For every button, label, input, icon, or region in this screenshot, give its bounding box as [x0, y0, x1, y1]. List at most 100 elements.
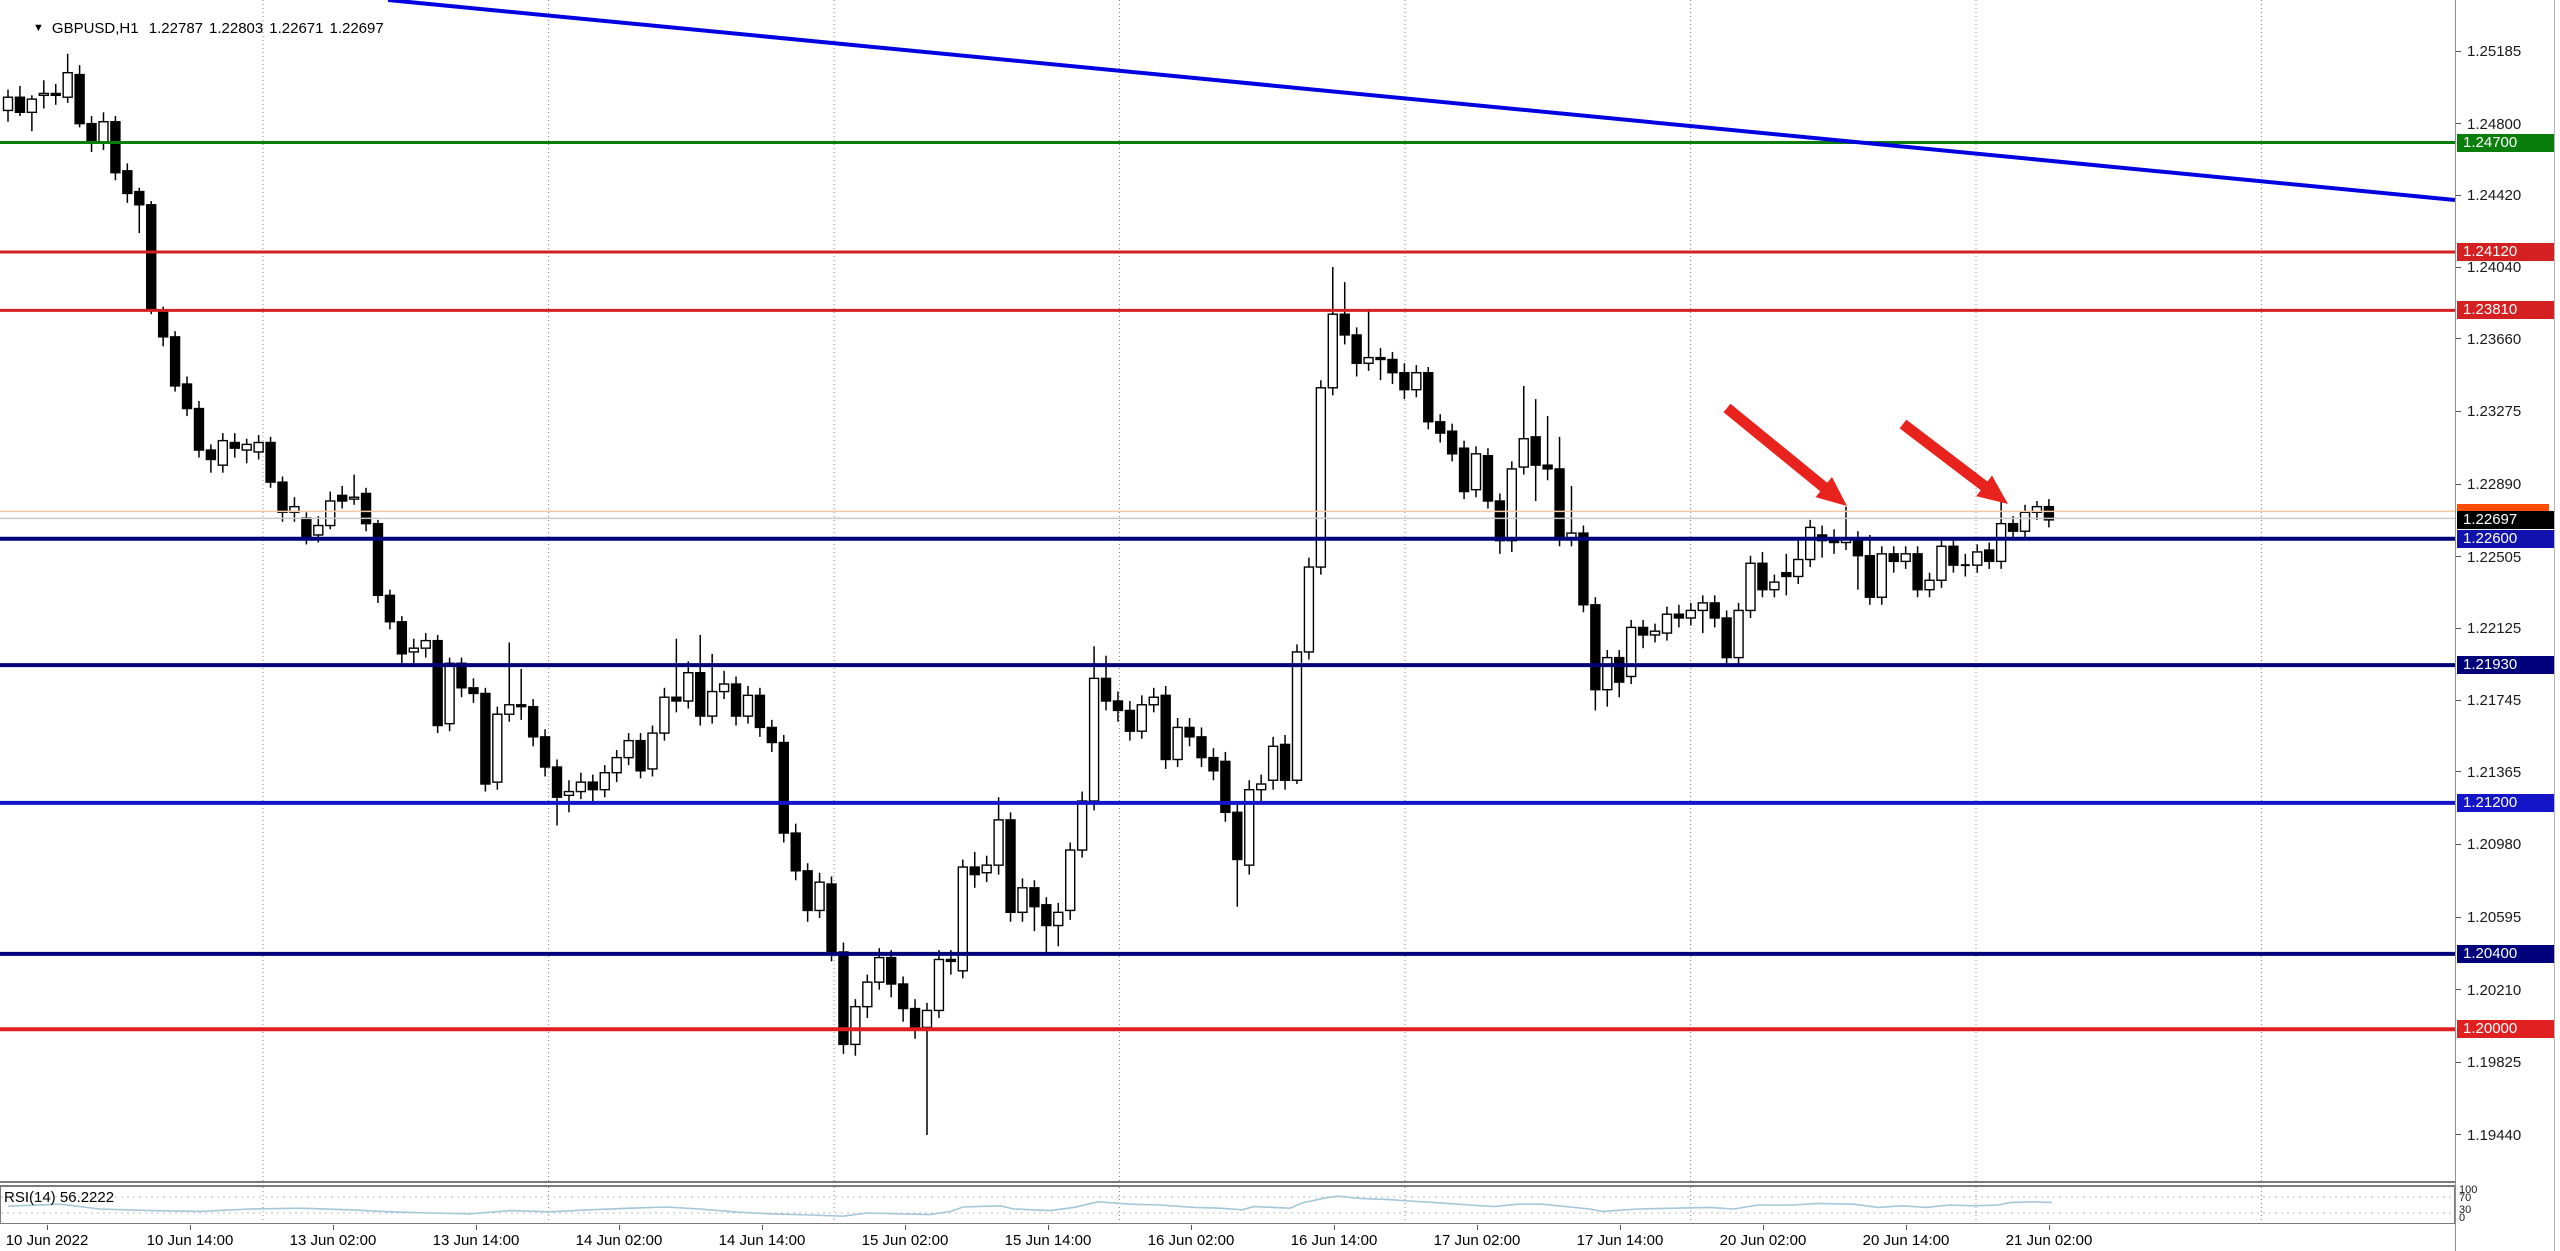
price-level-badge: 1.20400: [2457, 944, 2555, 963]
candle-body: [1578, 532, 1589, 606]
price-tick-label: 1.22125: [2467, 620, 2522, 638]
ohlc-close: 1.22697: [329, 20, 384, 37]
symbol-dropdown-icon[interactable]: ▼: [33, 22, 44, 34]
candle-body: [1267, 745, 1279, 781]
candle-body: [360, 492, 372, 525]
candle: [1375, 348, 1386, 381]
candle-body: [539, 736, 551, 768]
time-tick-mark: [1191, 1225, 1192, 1230]
candle: [1995, 499, 2007, 569]
candle: [169, 331, 181, 392]
price-tick-mark: [2456, 50, 2461, 52]
candle-body: [98, 121, 109, 144]
candle-body: [1220, 760, 1231, 814]
candle-body: [420, 639, 431, 649]
candle: [516, 668, 527, 720]
time-tick-label: 13 Jun 02:00: [289, 1232, 377, 1249]
rsi-panel[interactable]: RSI(14) 56.2222: [0, 1186, 2455, 1224]
candle-body: [1434, 421, 1446, 434]
candle-body: [909, 1007, 921, 1029]
candle: [1434, 414, 1446, 443]
candlestick-chart[interactable]: [0, 0, 2455, 1181]
candle: [838, 942, 849, 1054]
candle: [897, 976, 909, 1022]
candle-body: [1530, 436, 1541, 466]
candle-body: [1065, 849, 1076, 912]
time-tick-mark: [476, 1225, 477, 1230]
price-tick-mark: [2456, 123, 2461, 125]
candle: [802, 863, 813, 922]
price-tick-mark: [2456, 771, 2461, 773]
candle: [1984, 542, 1995, 569]
candle: [122, 163, 133, 203]
candle-body: [1184, 726, 1195, 738]
arrow-shaft: [1899, 419, 1993, 494]
candle-body: [993, 819, 1004, 866]
symbol-period-label: GBPUSD,H1: [51, 20, 139, 37]
time-tick-mark: [619, 1225, 620, 1230]
candle: [790, 823, 801, 881]
candle: [599, 765, 610, 798]
candle-body: [778, 741, 789, 834]
candle: [683, 661, 694, 709]
price-level-badge: 1.20000: [2457, 1020, 2555, 1039]
candle: [289, 497, 300, 522]
candle: [432, 634, 443, 734]
candle: [2019, 504, 2031, 539]
time-axis[interactable]: 10 Jun 2022 10 Jun 14:00 13 Jun 02:00 13 Ju…: [0, 1225, 2560, 1251]
candle: [14, 85, 26, 117]
candle: [1279, 734, 1291, 790]
candle: [1065, 842, 1076, 920]
price-tick-mark: [2456, 989, 2461, 991]
candle-body: [1208, 756, 1219, 772]
candle: [1864, 534, 1876, 605]
candle-body: [157, 311, 169, 338]
candle: [1244, 780, 1255, 875]
candle: [86, 116, 97, 152]
candle-body: [1781, 572, 1792, 578]
candle: [754, 687, 766, 737]
price-tick-label: 1.22890: [2467, 476, 2522, 494]
candle-body: [26, 98, 38, 114]
candle-body: [62, 71, 73, 98]
candle-body: [1458, 447, 1470, 493]
candle-body: [981, 864, 992, 874]
rsi-scale-label: 100: [2459, 1184, 2478, 1196]
price-tick-label: 1.20595: [2467, 909, 2522, 927]
candle: [1446, 423, 1458, 462]
candle-body: [921, 1009, 933, 1029]
candle-body: [527, 705, 539, 738]
candle-body: [683, 672, 694, 702]
time-tick-label: 13 Jun 14:00: [432, 1232, 520, 1249]
panel-splitter[interactable]: [0, 1181, 2456, 1186]
candle: [2043, 499, 2055, 528]
time-tick-label: 14 Jun 14:00: [718, 1232, 806, 1249]
candle: [181, 376, 193, 417]
time-tick-label: 10 Jun 14:00: [146, 1232, 234, 1249]
candle-body: [38, 92, 50, 97]
candle-body: [1984, 549, 1995, 563]
candle-body: [1602, 656, 1613, 691]
main-chart-area[interactable]: ▼ GBPUSD,H1 1.22787 1.22803 1.22671 1.22697: [0, 0, 2455, 1181]
candle-body: [74, 73, 85, 125]
time-tick-mark: [1906, 1225, 1907, 1230]
candle-body: [2019, 511, 2031, 532]
candle: [1757, 551, 1768, 598]
candle: [480, 687, 491, 792]
candle: [1172, 717, 1183, 768]
candle: [1804, 519, 1816, 568]
candle-body: [444, 662, 455, 725]
candle: [885, 950, 897, 998]
candle: [718, 670, 730, 700]
candle: [420, 633, 431, 658]
candle: [1029, 880, 1040, 932]
candle-body: [372, 522, 384, 597]
candle: [444, 657, 455, 732]
price-axis[interactable]: 1.25185 1.24800 1.24420 1.24040 1.23660 1.232…: [2455, 0, 2556, 1251]
ohlc-open: 1.22787: [148, 20, 204, 37]
time-tick-label: 10 Jun 2022: [5, 1232, 89, 1249]
candle: [1470, 446, 1482, 498]
rsi-indicator-label: RSI(14) 56.2222: [4, 1189, 115, 1206]
candle-body: [1172, 726, 1183, 761]
candle: [241, 438, 252, 464]
